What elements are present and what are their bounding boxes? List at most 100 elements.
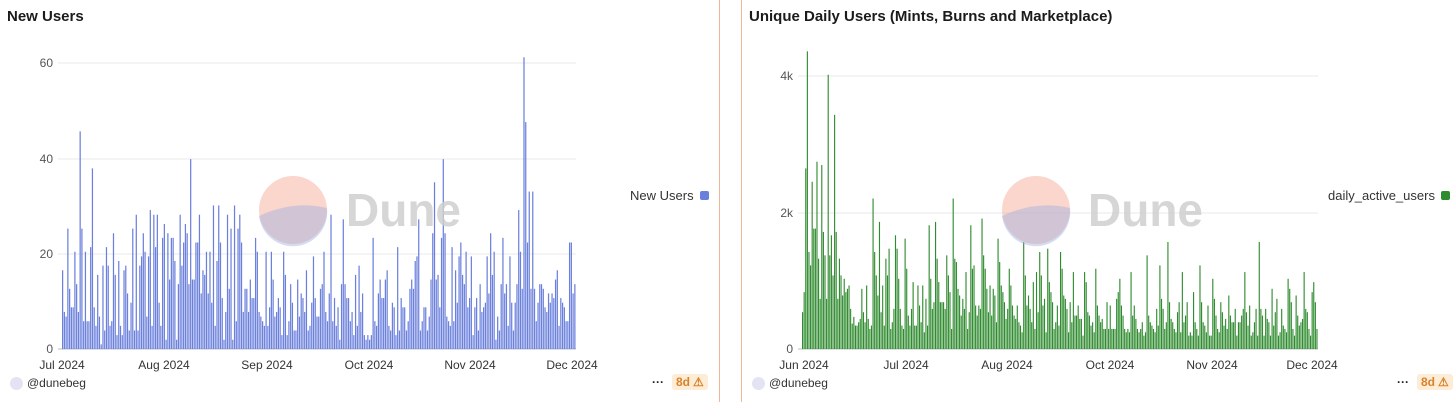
bar <box>118 261 120 349</box>
more-options-icon[interactable]: ··· <box>652 375 664 389</box>
bar <box>1024 275 1026 349</box>
bar <box>1201 302 1203 349</box>
avatar <box>752 376 765 390</box>
bar <box>1082 335 1084 349</box>
bar <box>358 265 360 349</box>
legend-label: daily_active_users <box>1328 188 1435 203</box>
bar <box>128 330 130 349</box>
bar <box>978 305 980 349</box>
bar <box>1148 315 1150 349</box>
chart-legend[interactable]: daily_active_users <box>1328 188 1450 203</box>
bar <box>135 214 137 349</box>
bar <box>198 214 201 349</box>
bar <box>258 311 260 349</box>
bar <box>502 237 504 349</box>
bar <box>904 238 906 349</box>
bar <box>1151 325 1153 349</box>
bar <box>1021 332 1023 349</box>
bar <box>931 308 933 349</box>
bar <box>246 288 248 349</box>
bar <box>107 265 109 349</box>
bar <box>568 242 571 349</box>
bar <box>840 275 842 349</box>
bar <box>304 311 306 349</box>
bar <box>83 321 85 349</box>
bar <box>986 288 988 349</box>
bar <box>1050 292 1052 349</box>
bar <box>495 339 497 349</box>
bar <box>205 251 208 349</box>
bar <box>1157 325 1159 349</box>
bar <box>574 284 576 349</box>
bar <box>1250 335 1252 349</box>
stale-age-badge[interactable]: 8d ⚠ <box>672 374 708 390</box>
dune-logo-icon <box>259 176 327 244</box>
bar <box>1189 332 1191 349</box>
dune-watermark-text: Dune <box>1088 184 1203 236</box>
bar <box>265 251 267 349</box>
bar <box>1249 305 1251 349</box>
chart-legend[interactable]: New Users <box>630 188 709 203</box>
bar <box>1141 322 1143 349</box>
x-tick-label: Jul 2024 <box>39 358 85 372</box>
bar <box>219 242 222 349</box>
bar <box>886 275 889 349</box>
bar <box>1133 305 1135 349</box>
bar <box>1090 325 1092 349</box>
bar <box>891 322 893 349</box>
bar <box>156 214 158 349</box>
bar <box>1103 328 1105 349</box>
bar <box>211 302 213 349</box>
bar <box>388 325 390 349</box>
author-name: @dunebeg <box>769 376 828 390</box>
bar <box>509 256 511 349</box>
bar <box>1109 305 1111 349</box>
bar <box>1281 308 1283 349</box>
bar <box>456 302 458 349</box>
bar <box>1186 302 1188 349</box>
bar <box>567 321 569 349</box>
stale-age-badge[interactable]: 8d ⚠ <box>1417 374 1453 390</box>
bar <box>1037 312 1039 349</box>
bar <box>976 315 978 349</box>
bar <box>1125 332 1127 349</box>
bar <box>872 198 874 349</box>
bar <box>493 251 495 349</box>
age-text: 8d <box>676 375 691 389</box>
bar <box>1130 272 1132 349</box>
bar <box>465 251 467 349</box>
bar <box>1236 335 1238 349</box>
bar <box>1290 302 1292 349</box>
bar <box>835 231 837 349</box>
more-options-icon[interactable]: ··· <box>1397 375 1409 389</box>
bar <box>1261 315 1264 349</box>
bar <box>402 307 404 349</box>
bar <box>1066 308 1068 349</box>
bar <box>244 288 246 349</box>
bar <box>1029 308 1031 349</box>
bar <box>843 278 845 349</box>
bar <box>968 312 970 349</box>
bar <box>1085 282 1087 349</box>
bar <box>344 284 346 349</box>
bar <box>1314 302 1316 349</box>
author-link[interactable]: @dunebeg <box>10 376 86 390</box>
bar <box>883 325 885 349</box>
bar <box>223 339 225 349</box>
bar <box>1088 315 1090 349</box>
bar <box>960 315 962 349</box>
bar <box>1013 315 1015 349</box>
bar <box>1138 332 1140 349</box>
bar <box>821 165 823 349</box>
bar <box>1215 315 1217 349</box>
bar <box>1051 302 1054 349</box>
bar <box>374 321 376 349</box>
bar <box>1043 298 1046 349</box>
legend-label: New Users <box>630 188 694 203</box>
bar <box>984 268 986 349</box>
author-link[interactable]: @dunebeg <box>752 376 828 390</box>
bar <box>1162 308 1164 349</box>
bar <box>922 285 924 349</box>
bar <box>104 330 106 349</box>
x-tick-label: Nov 2024 <box>444 358 496 372</box>
